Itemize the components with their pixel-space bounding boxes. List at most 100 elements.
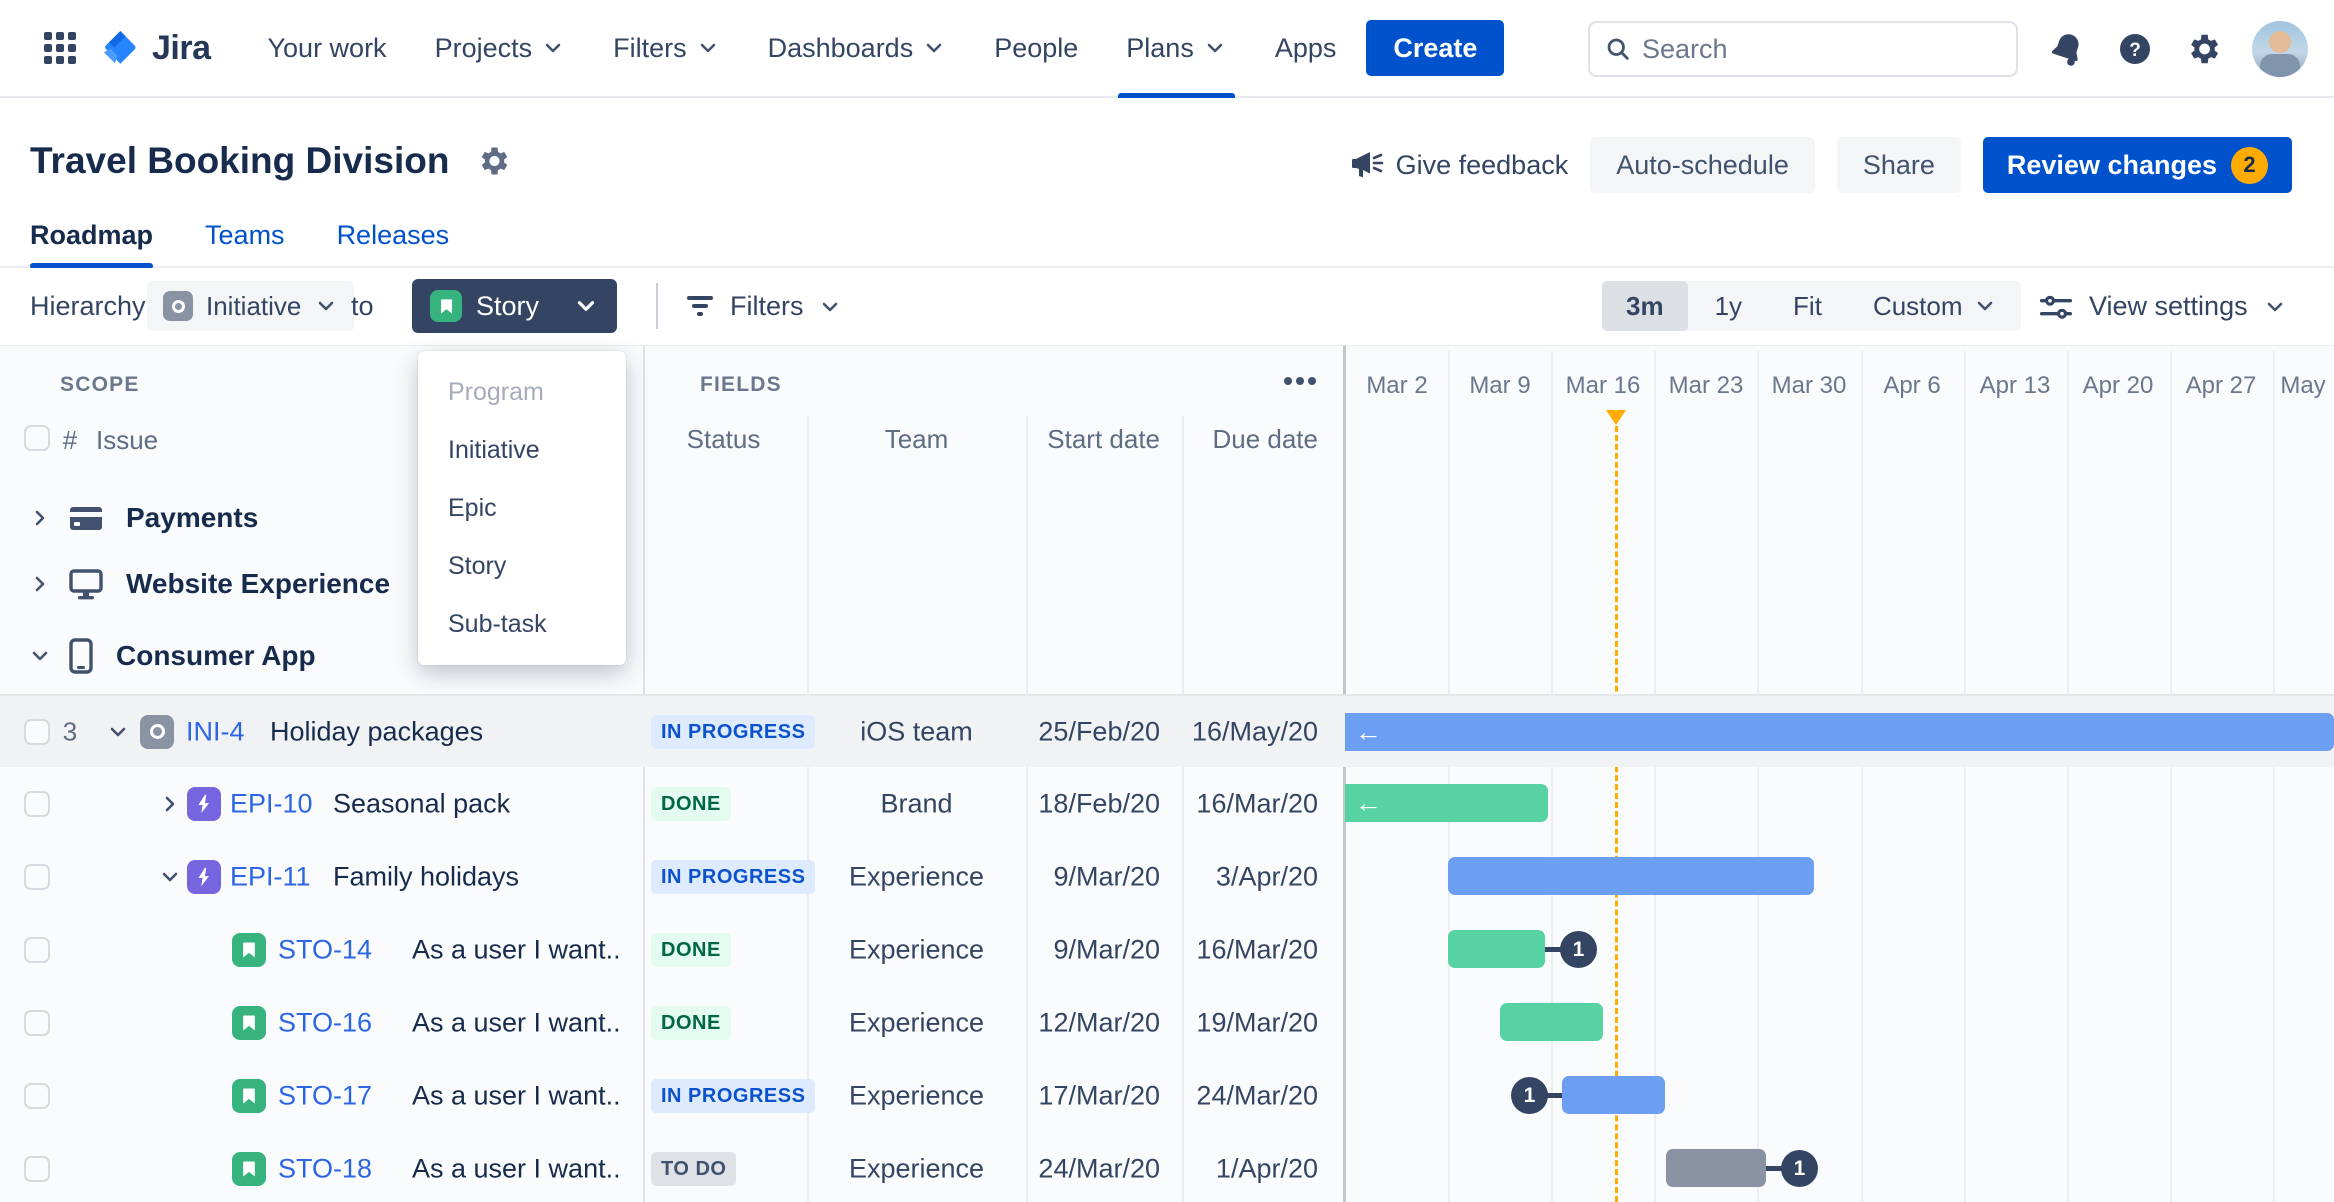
issue-summary[interactable]: As a user I want.. (412, 1007, 621, 1037)
nav-item-label: Apps (1274, 32, 1337, 63)
nav-item-filters[interactable]: Filters (613, 0, 720, 97)
issue-summary[interactable]: Family holidays (333, 861, 520, 891)
scope-group-consumer-app[interactable]: Consumer App (0, 623, 640, 689)
hierarchy-from-dropdown[interactable]: Initiative (147, 281, 355, 331)
scope-group-payments[interactable]: Payments (0, 485, 640, 551)
row-checkbox[interactable] (24, 863, 50, 890)
review-changes-badge: 2 (2231, 146, 2268, 184)
select-all-checkbox[interactable] (24, 425, 50, 451)
menu-item-initiative[interactable]: Initiative (448, 436, 540, 464)
filters-dropdown[interactable]: Filters (684, 268, 842, 345)
nav-item-apps[interactable]: Apps (1275, 0, 1337, 97)
give-feedback-button[interactable]: Give feedback (1350, 150, 1568, 181)
jira-logo[interactable]: Jira (100, 27, 211, 69)
search-input[interactable] (1642, 33, 1972, 65)
gantt-bar-epi-10[interactable]: ← (1345, 784, 1548, 822)
issue-summary[interactable]: Holiday packages (270, 716, 484, 746)
field-column-header-due-date[interactable]: Due date (1212, 424, 1318, 454)
notifications-bell-icon[interactable] (2048, 30, 2086, 68)
issue-column-header: Issue (96, 425, 159, 455)
user-avatar[interactable] (2252, 21, 2308, 77)
fields-timeline-divider[interactable] (1343, 346, 1346, 1202)
dependency-badge[interactable]: 1 (1511, 1077, 1548, 1114)
view-settings-dropdown[interactable]: View settings (2038, 268, 2287, 345)
zoom-option-3m[interactable]: 3m (1602, 281, 1688, 331)
review-changes-button[interactable]: Review changes 2 (1982, 137, 2292, 193)
app-switcher-icon[interactable] (44, 32, 76, 64)
search-box[interactable] (1588, 21, 2018, 77)
auto-schedule-button[interactable]: Auto-schedule (1590, 137, 1815, 193)
chevron-down-icon[interactable] (106, 720, 130, 744)
start-date-cell: 12/Mar/20 (1038, 1007, 1160, 1037)
row-checkbox[interactable] (24, 1009, 50, 1036)
hierarchy-label: Hierarchy: (30, 291, 154, 321)
help-icon[interactable]: ? (2116, 30, 2154, 68)
nav-item-people[interactable]: People (994, 0, 1078, 97)
status-badge: TO DO (651, 1151, 737, 1186)
gantt-bar-epi-11[interactable] (1448, 857, 1814, 895)
tab-teams[interactable]: Teams (205, 220, 285, 250)
scope-group-label: Website Experience (126, 568, 391, 599)
dependency-badge[interactable]: 1 (1560, 931, 1597, 968)
issue-key-link[interactable]: EPI-11 (230, 861, 311, 891)
start-date-cell: 18/Feb/20 (1038, 788, 1160, 818)
chevron-right-icon[interactable] (158, 792, 182, 816)
issue-summary[interactable]: Seasonal pack (333, 788, 511, 818)
issue-summary[interactable]: As a user I want.. (412, 1080, 621, 1110)
tab-roadmap[interactable]: Roadmap (30, 204, 154, 269)
story-type-icon (430, 290, 462, 322)
dependency-badge[interactable]: 1 (1781, 1150, 1818, 1187)
nav-item-label: People (994, 32, 1079, 63)
issue-key-link[interactable]: EPI-10 (230, 788, 313, 818)
field-column-header-team[interactable]: Team (884, 424, 949, 454)
nav-item-your-work[interactable]: Your work (268, 0, 387, 97)
chevron-down-icon[interactable] (158, 865, 182, 889)
row-checkbox[interactable] (24, 718, 50, 745)
issue-key-link[interactable]: STO-17 (278, 1080, 373, 1110)
row-checkbox[interactable] (24, 936, 50, 963)
page-title: Travel Booking Division (30, 140, 450, 181)
gantt-bar-ini-4[interactable]: ← (1345, 713, 2334, 751)
zoom-option-fit[interactable]: Fit (1769, 281, 1846, 331)
nav-item-dashboards[interactable]: Dashboards (768, 0, 947, 97)
nav-item-plans[interactable]: Plans (1118, 0, 1235, 99)
field-column-header-start-date[interactable]: Start date (1047, 424, 1160, 454)
menu-item-program[interactable]: Program (448, 378, 544, 406)
scope-group-website-experience[interactable]: Website Experience (0, 551, 640, 617)
sliders-icon (2038, 292, 2074, 322)
status-badge: IN PROGRESS (651, 1078, 816, 1113)
tab-releases[interactable]: Releases (336, 220, 450, 250)
chevron-down-icon (696, 36, 720, 60)
nav-item-label: Plans (1126, 32, 1194, 63)
menu-item-story[interactable]: Story (448, 552, 507, 580)
issue-key-link[interactable]: INI-4 (186, 716, 245, 746)
hierarchy-to-dropdown[interactable]: Story (412, 279, 617, 333)
row-checkbox[interactable] (24, 790, 50, 817)
issue-summary[interactable]: As a user I want.. (412, 934, 621, 964)
row-checkbox[interactable] (24, 1155, 50, 1182)
gantt-bar-sto-17[interactable] (1562, 1076, 1665, 1114)
create-button[interactable]: Create (1366, 20, 1505, 76)
menu-item-epic[interactable]: Epic (448, 494, 497, 522)
gantt-bar-sto-14[interactable] (1448, 930, 1545, 968)
nav-item-projects[interactable]: Projects (435, 0, 566, 97)
row-checkbox[interactable] (24, 1082, 50, 1109)
gantt-bar-sto-16[interactable] (1500, 1003, 1603, 1041)
issue-summary[interactable]: As a user I want.. (412, 1153, 621, 1183)
menu-item-sub-task[interactable]: Sub-task (448, 610, 547, 638)
field-column-header-status[interactable]: Status (686, 424, 761, 454)
plan-settings-gear-icon[interactable] (475, 143, 511, 179)
timeline-column-label: Apr 27 (2185, 372, 2257, 399)
gantt-bar-sto-18[interactable] (1666, 1149, 1766, 1187)
chevron-down-icon (818, 295, 842, 319)
issue-key-link[interactable]: STO-14 (278, 934, 373, 964)
issue-key-link[interactable]: STO-18 (278, 1153, 373, 1183)
zoom-option-1y[interactable]: 1y (1690, 281, 1767, 331)
issue-key-link[interactable]: STO-16 (278, 1007, 373, 1037)
share-button[interactable]: Share (1836, 137, 1961, 193)
zoom-option-custom[interactable]: Custom (1848, 281, 2021, 331)
team-cell: Experience (848, 1080, 985, 1110)
more-options-icon[interactable] (1278, 366, 1322, 396)
settings-gear-icon[interactable] (2184, 30, 2222, 68)
timeline-gridline (1757, 351, 1759, 1202)
